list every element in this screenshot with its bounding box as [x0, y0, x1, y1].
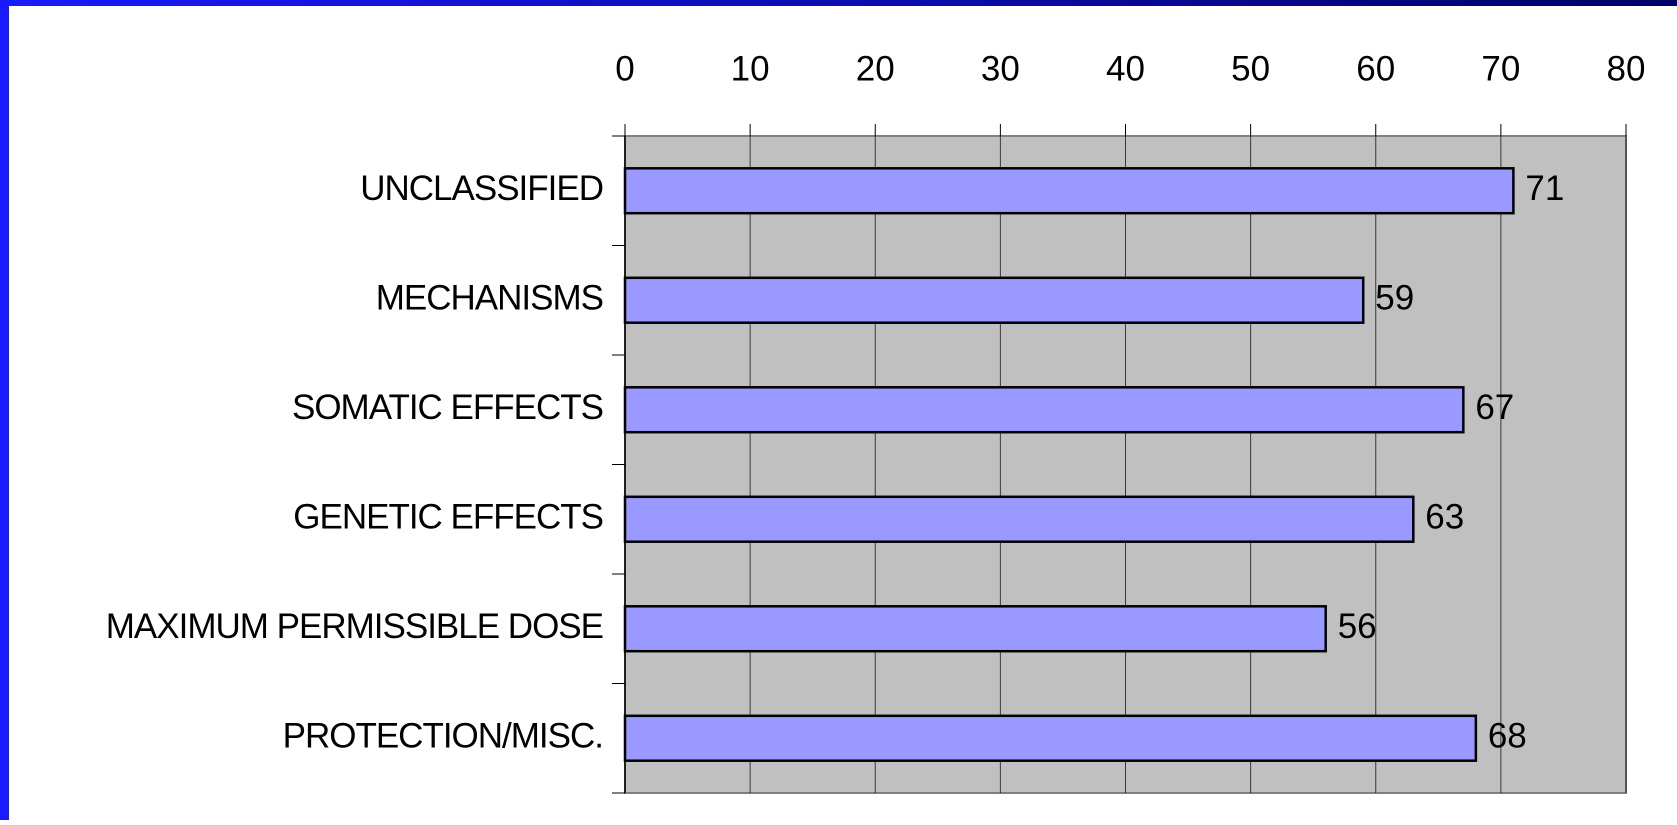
bar: [623, 605, 1327, 653]
bar: [623, 276, 1365, 324]
y-tick-label: MECHANISMS: [376, 279, 603, 318]
x-tick-label: 30: [981, 49, 1020, 88]
bar: [623, 495, 1415, 543]
bar: [623, 167, 1515, 215]
value-label: 67: [1475, 388, 1514, 427]
x-tick-label: 20: [856, 49, 895, 88]
y-tick-label: PROTECTION/MISC.: [283, 717, 603, 756]
y-tick-label: UNCLASSIFIED: [360, 169, 603, 208]
x-tick-label: 0: [615, 49, 634, 88]
value-label: 56: [1338, 607, 1377, 646]
bar: [623, 386, 1465, 434]
x-tick-label: 70: [1481, 49, 1520, 88]
y-tick-label: MAXIMUM PERMISSIBLE DOSE: [106, 607, 603, 646]
bar: [623, 714, 1478, 762]
y-tick-label: SOMATIC EFFECTS: [292, 388, 603, 427]
x-tick-label: 40: [1106, 49, 1145, 88]
x-tick-label: 50: [1231, 49, 1270, 88]
x-tick-label: 60: [1356, 49, 1395, 88]
value-label: 68: [1488, 717, 1527, 756]
value-label: 63: [1425, 498, 1464, 537]
x-tick-label: 10: [731, 49, 770, 88]
y-tick-label: GENETIC EFFECTS: [293, 498, 603, 537]
x-tick-label: 80: [1607, 49, 1646, 88]
value-label: 71: [1525, 169, 1564, 208]
value-label: 59: [1375, 279, 1414, 318]
